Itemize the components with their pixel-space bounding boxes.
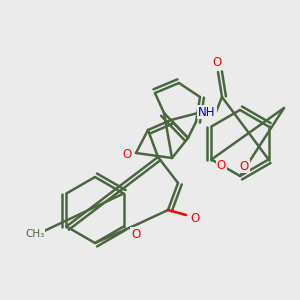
Text: O: O (217, 159, 226, 172)
Text: O: O (131, 227, 141, 241)
Text: NH: NH (198, 106, 216, 118)
Text: O: O (122, 148, 132, 161)
Text: CH₃: CH₃ (26, 229, 45, 239)
Text: O: O (239, 160, 249, 172)
Text: O: O (212, 56, 222, 70)
Text: O: O (190, 212, 200, 224)
